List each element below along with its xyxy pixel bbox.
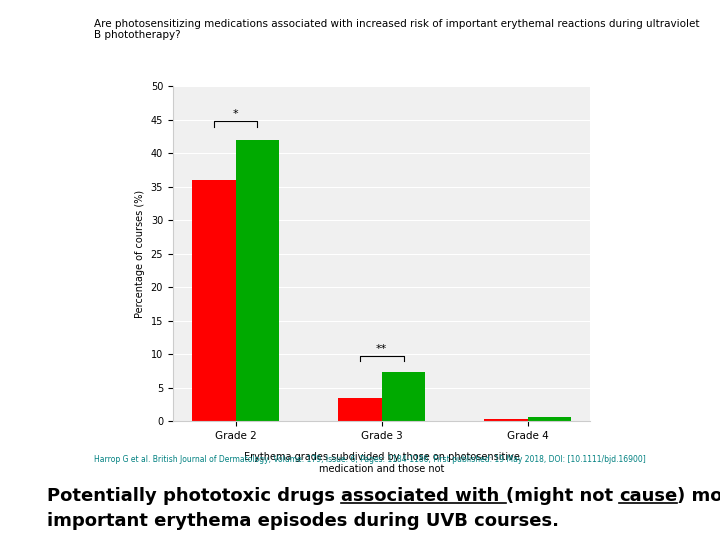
Text: Potentially phototoxic drugs: Potentially phototoxic drugs [47, 487, 341, 505]
Y-axis label: Percentage of courses (%): Percentage of courses (%) [135, 190, 145, 318]
Legend: No, Yes: No, Yes [180, 539, 266, 540]
Text: **: ** [376, 343, 387, 354]
Text: Are photosensitizing medications associated with increased risk of important ery: Are photosensitizing medications associa… [94, 19, 699, 40]
Text: cause: cause [619, 487, 678, 505]
Text: Harrop G et al. British Journal of Dermatology, Volume: 179, Issue: 6, Pages: 11: Harrop G et al. British Journal of Derma… [94, 455, 645, 464]
Bar [235, 140, 279, 421]
Text: *: * [233, 109, 238, 119]
Text: associated with: associated with [341, 487, 505, 505]
Bar [528, 416, 572, 421]
Text: important erythema episodes during UVB courses.: important erythema episodes during UVB c… [47, 512, 559, 530]
Text: ) more: ) more [678, 487, 720, 505]
Bar [484, 418, 528, 421]
Bar [338, 398, 382, 421]
Bar [382, 372, 426, 421]
Text: (might not: (might not [505, 487, 619, 505]
Bar [192, 180, 235, 421]
X-axis label: Erythema grades subdivided by those on photosensitive
medication and those not: Erythema grades subdivided by those on p… [243, 452, 520, 474]
